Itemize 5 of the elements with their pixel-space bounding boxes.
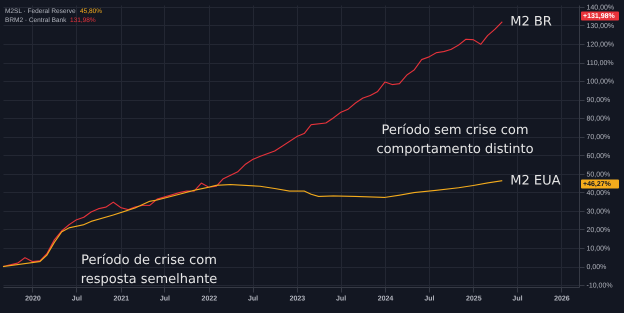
line-series bbox=[2, 180, 503, 268]
legend-label: M2 EUA bbox=[510, 174, 561, 189]
annotation: Período de crise com resposta semelhante bbox=[80, 253, 218, 287]
legend-label: M2 BR bbox=[510, 14, 552, 30]
annotation: Período sem crise com comportamento distinto bbox=[376, 123, 534, 157]
